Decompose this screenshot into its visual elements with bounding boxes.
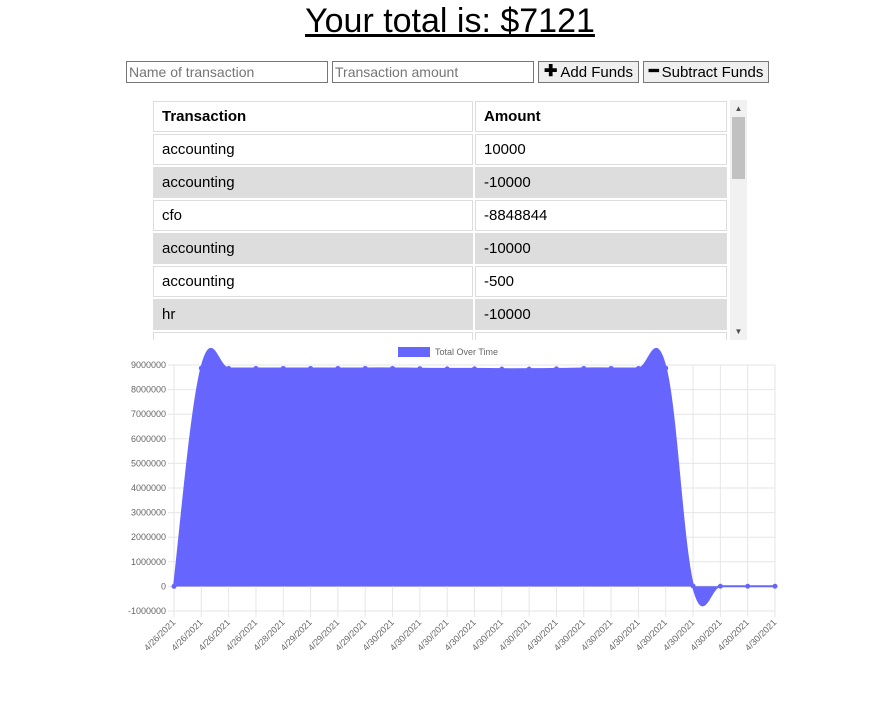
y-tick-label: 0 bbox=[161, 581, 166, 591]
y-tick-label: 5000000 bbox=[131, 458, 166, 468]
data-point bbox=[526, 366, 532, 372]
total-heading: Your total is: $7121 bbox=[0, 2, 892, 41]
table-scrollbar[interactable]: ▲ ▼ bbox=[730, 100, 747, 340]
transaction-name-cell: accounting bbox=[153, 233, 473, 264]
scroll-up-arrow-icon[interactable]: ▲ bbox=[734, 104, 743, 113]
transaction-amount-cell: -8848844 bbox=[475, 200, 727, 231]
subtract-funds-label: Subtract Funds bbox=[661, 63, 764, 81]
y-tick-label: -1000000 bbox=[128, 606, 166, 616]
data-point bbox=[608, 365, 614, 371]
add-funds-label: Add Funds bbox=[560, 63, 633, 81]
legend-label: Total Over Time bbox=[435, 347, 498, 357]
table-row: accounting 10000 bbox=[153, 134, 727, 165]
header-transaction: Transaction bbox=[153, 101, 473, 132]
table-header-row: Transaction Amount bbox=[153, 101, 727, 132]
transactions-table-container[interactable]: Transaction Amount accounting 10000 accou… bbox=[153, 100, 747, 340]
transaction-amount-cell bbox=[475, 332, 727, 340]
data-point bbox=[745, 583, 751, 589]
data-point bbox=[663, 365, 669, 371]
transaction-amount-cell: 10000 bbox=[475, 134, 727, 165]
transaction-name-input[interactable] bbox=[126, 61, 328, 83]
legend-swatch bbox=[398, 347, 430, 357]
y-tick-label: 9000000 bbox=[131, 360, 166, 370]
total-over-time-chart: Total Over Time 9000000 8000000 7000000 600… bbox=[128, 347, 778, 653]
y-tick-label: 4000000 bbox=[131, 483, 166, 493]
plus-icon: ✚ bbox=[544, 63, 558, 80]
transaction-name-cell: hr bbox=[153, 299, 473, 330]
data-point bbox=[417, 366, 423, 372]
data-point bbox=[581, 365, 587, 371]
y-tick-label: 8000000 bbox=[131, 385, 166, 395]
y-tick-label: 7000000 bbox=[131, 409, 166, 419]
table-row: cfo -8848844 bbox=[153, 200, 727, 231]
table-row: accounting -10000 bbox=[153, 167, 727, 198]
transaction-name-cell: cfo bbox=[153, 200, 473, 231]
data-point bbox=[308, 365, 314, 371]
table-row: hr -10000 bbox=[153, 299, 727, 330]
total-label: Your total is: $7121 bbox=[305, 2, 595, 40]
transaction-name-cell: accounting bbox=[153, 167, 473, 198]
table-row: accounting -10000 bbox=[153, 233, 727, 264]
x-axis: 4/26/20214/26/20214/26/20214/26/20214/28… bbox=[142, 617, 778, 652]
scroll-thumb[interactable] bbox=[732, 117, 745, 179]
data-point bbox=[226, 365, 232, 371]
transaction-name-cell: accounting bbox=[153, 266, 473, 297]
data-point bbox=[390, 365, 396, 371]
y-tick-label: 1000000 bbox=[131, 557, 166, 567]
data-point bbox=[690, 583, 696, 589]
transaction-name-cell bbox=[153, 332, 473, 340]
data-point bbox=[444, 366, 450, 372]
data-point bbox=[499, 366, 505, 372]
minus-icon: ━ bbox=[648, 63, 659, 80]
scroll-down-arrow-icon[interactable]: ▼ bbox=[734, 327, 743, 336]
data-point bbox=[635, 365, 641, 371]
add-funds-button[interactable]: ✚ Add Funds bbox=[538, 61, 639, 83]
transaction-amount-cell: -10000 bbox=[475, 299, 727, 330]
header-amount: Amount bbox=[475, 101, 727, 132]
y-axis: 9000000 8000000 7000000 6000000 5000000 40000… bbox=[128, 360, 166, 616]
transaction-name-cell: accounting bbox=[153, 134, 473, 165]
transaction-amount-cell: -10000 bbox=[475, 233, 727, 264]
y-tick-label: 3000000 bbox=[131, 508, 166, 518]
total-area bbox=[174, 348, 775, 606]
data-points bbox=[171, 365, 778, 589]
transactions-table: Transaction Amount accounting 10000 accou… bbox=[153, 100, 729, 340]
data-point bbox=[253, 365, 259, 371]
data-point bbox=[198, 365, 204, 371]
transaction-amount-cell: -500 bbox=[475, 266, 727, 297]
data-point bbox=[472, 366, 477, 372]
subtract-funds-button[interactable]: ━ Subtract Funds bbox=[642, 61, 770, 83]
chart-legend[interactable]: Total Over Time bbox=[398, 347, 498, 357]
y-tick-label: 2000000 bbox=[131, 532, 166, 542]
data-point bbox=[362, 365, 368, 371]
transaction-amount-input[interactable] bbox=[332, 61, 534, 83]
data-point bbox=[553, 366, 559, 372]
data-point bbox=[280, 365, 286, 371]
table-row bbox=[153, 332, 727, 340]
transaction-amount-cell: -10000 bbox=[475, 167, 727, 198]
data-point bbox=[335, 365, 341, 371]
data-point bbox=[772, 583, 778, 589]
data-point bbox=[171, 583, 177, 589]
table-row: accounting -500 bbox=[153, 266, 727, 297]
y-tick-label: 6000000 bbox=[131, 434, 166, 444]
transaction-form: ✚Add Funds ━Subtract Funds bbox=[126, 61, 770, 83]
data-point bbox=[717, 583, 723, 589]
